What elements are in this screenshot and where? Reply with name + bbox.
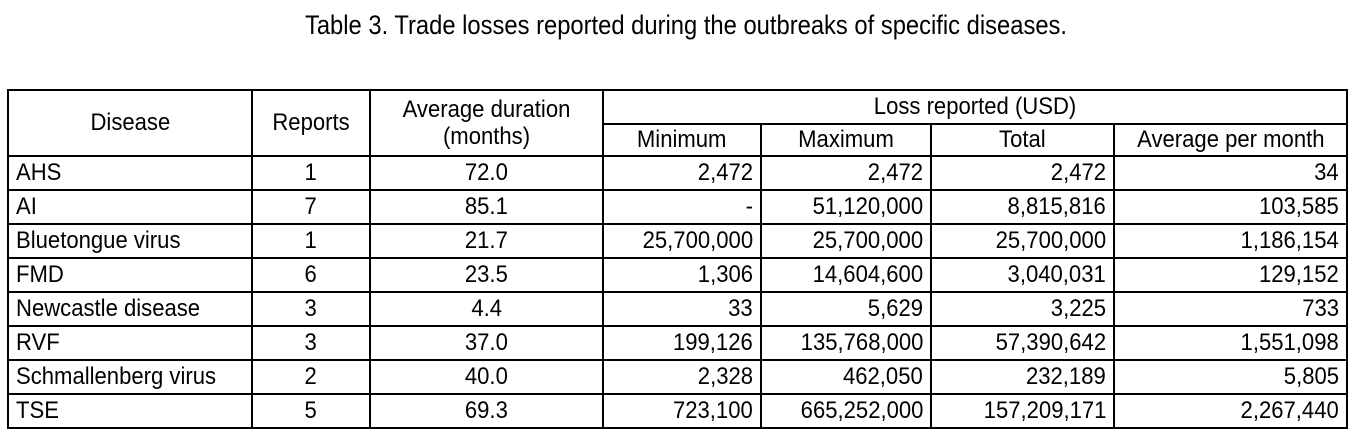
table-row: Bluetongue virus 1 21.7 25,700,000 25,70… xyxy=(7,223,1349,259)
table-row: AI 7 85.1 - 51,120,000 8,815,816 103,585 xyxy=(7,189,1349,225)
cell-duration: 40.0 xyxy=(369,359,604,395)
cell-minimum: - xyxy=(602,189,762,225)
cell-total: 3,040,031 xyxy=(930,257,1115,293)
cell-disease: RVF xyxy=(7,325,253,361)
cell-disease: TSE xyxy=(7,393,253,429)
cell-reports: 7 xyxy=(251,189,371,225)
cell-maximum: 135,768,000 xyxy=(760,325,932,361)
header-loss-reported: Loss reported (USD) xyxy=(601,89,1349,125)
cell-minimum: 199,126 xyxy=(602,325,762,361)
cell-reports: 3 xyxy=(251,325,371,361)
cell-maximum: 5,629 xyxy=(760,291,932,327)
cell-minimum: 2,472 xyxy=(602,155,762,191)
cell-duration: 23.5 xyxy=(369,257,604,293)
trade-losses-table: Disease Reports Average duration (months… xyxy=(7,89,1349,429)
table-row: Newcastle disease 3 4.4 33 5,629 3,225 7… xyxy=(7,291,1349,327)
cell-average-per-month: 1,551,098 xyxy=(1112,325,1349,361)
cell-disease: AI xyxy=(7,189,253,225)
cell-duration: 21.7 xyxy=(369,223,604,259)
cell-disease: Newcastle disease xyxy=(7,291,253,327)
cell-average-per-month: 1,186,154 xyxy=(1112,223,1349,259)
cell-maximum: 51,120,000 xyxy=(760,189,932,225)
cell-total: 57,390,642 xyxy=(930,325,1115,361)
cell-duration: 4.4 xyxy=(369,291,604,327)
cell-total: 25,700,000 xyxy=(930,223,1115,259)
header-row-sub: Minimum Maximum Total Average per month xyxy=(8,123,1349,157)
header-disease: Disease xyxy=(7,89,253,157)
header-minimum: Minimum xyxy=(602,123,762,157)
cell-reports: 1 xyxy=(251,155,371,191)
table-row: RVF 3 37.0 199,126 135,768,000 57,390,64… xyxy=(7,325,1349,361)
cell-minimum: 2,328 xyxy=(602,359,762,395)
cell-total: 157,209,171 xyxy=(930,393,1115,429)
header-reports: Reports xyxy=(251,89,371,157)
header-maximum: Maximum xyxy=(760,123,932,157)
table-row: FMD 6 23.5 1,306 14,604,600 3,040,031 12… xyxy=(7,257,1349,293)
cell-disease: Schmallenberg virus xyxy=(7,359,253,395)
cell-maximum: 462,050 xyxy=(760,359,932,395)
table-body: AHS 1 72.0 2,472 2,472 2,472 34 AI 7 85.… xyxy=(7,155,1349,429)
cell-maximum: 14,604,600 xyxy=(760,257,932,293)
header-average-per-month: Average per month xyxy=(1112,123,1349,157)
cell-average-per-month: 34 xyxy=(1112,155,1349,191)
cell-average-per-month: 733 xyxy=(1112,291,1349,327)
cell-disease: Bluetongue virus xyxy=(7,223,253,259)
cell-minimum: 33 xyxy=(602,291,762,327)
cell-average-per-month: 129,152 xyxy=(1112,257,1349,293)
header-average-duration: Average duration (months) xyxy=(369,89,604,157)
cell-minimum: 1,306 xyxy=(602,257,762,293)
cell-total: 232,189 xyxy=(930,359,1115,395)
cell-duration: 72.0 xyxy=(369,155,604,191)
cell-total: 3,225 xyxy=(930,291,1115,327)
cell-maximum: 2,472 xyxy=(760,155,932,191)
cell-reports: 3 xyxy=(251,291,371,327)
cell-minimum: 25,700,000 xyxy=(602,223,762,259)
cell-reports: 5 xyxy=(251,393,371,429)
cell-duration: 37.0 xyxy=(369,325,604,361)
cell-maximum: 665,252,000 xyxy=(760,393,932,429)
cell-average-per-month: 2,267,440 xyxy=(1112,393,1349,429)
cell-maximum: 25,700,000 xyxy=(760,223,932,259)
cell-average-per-month: 103,585 xyxy=(1112,189,1349,225)
header-total: Total xyxy=(930,123,1115,157)
cell-total: 8,815,816 xyxy=(930,189,1115,225)
cell-total: 2,472 xyxy=(930,155,1115,191)
cell-disease: AHS xyxy=(7,155,253,191)
cell-disease: FMD xyxy=(7,257,253,293)
cell-reports: 6 xyxy=(251,257,371,293)
cell-average-per-month: 5,805 xyxy=(1112,359,1349,395)
cell-duration: 69.3 xyxy=(369,393,604,429)
table-title: Table 3. Trade losses reported during th… xyxy=(304,10,1068,40)
table-row: TSE 5 69.3 723,100 665,252,000 157,209,1… xyxy=(7,393,1349,429)
cell-reports: 2 xyxy=(251,359,371,395)
cell-duration: 85.1 xyxy=(369,189,604,225)
cell-minimum: 723,100 xyxy=(602,393,762,429)
header-row-top: Disease Reports Average duration (months… xyxy=(7,89,1349,157)
table-row: AHS 1 72.0 2,472 2,472 2,472 34 xyxy=(7,155,1349,191)
table-row: Schmallenberg virus 2 40.0 2,328 462,050… xyxy=(7,359,1349,395)
cell-reports: 1 xyxy=(251,223,371,259)
